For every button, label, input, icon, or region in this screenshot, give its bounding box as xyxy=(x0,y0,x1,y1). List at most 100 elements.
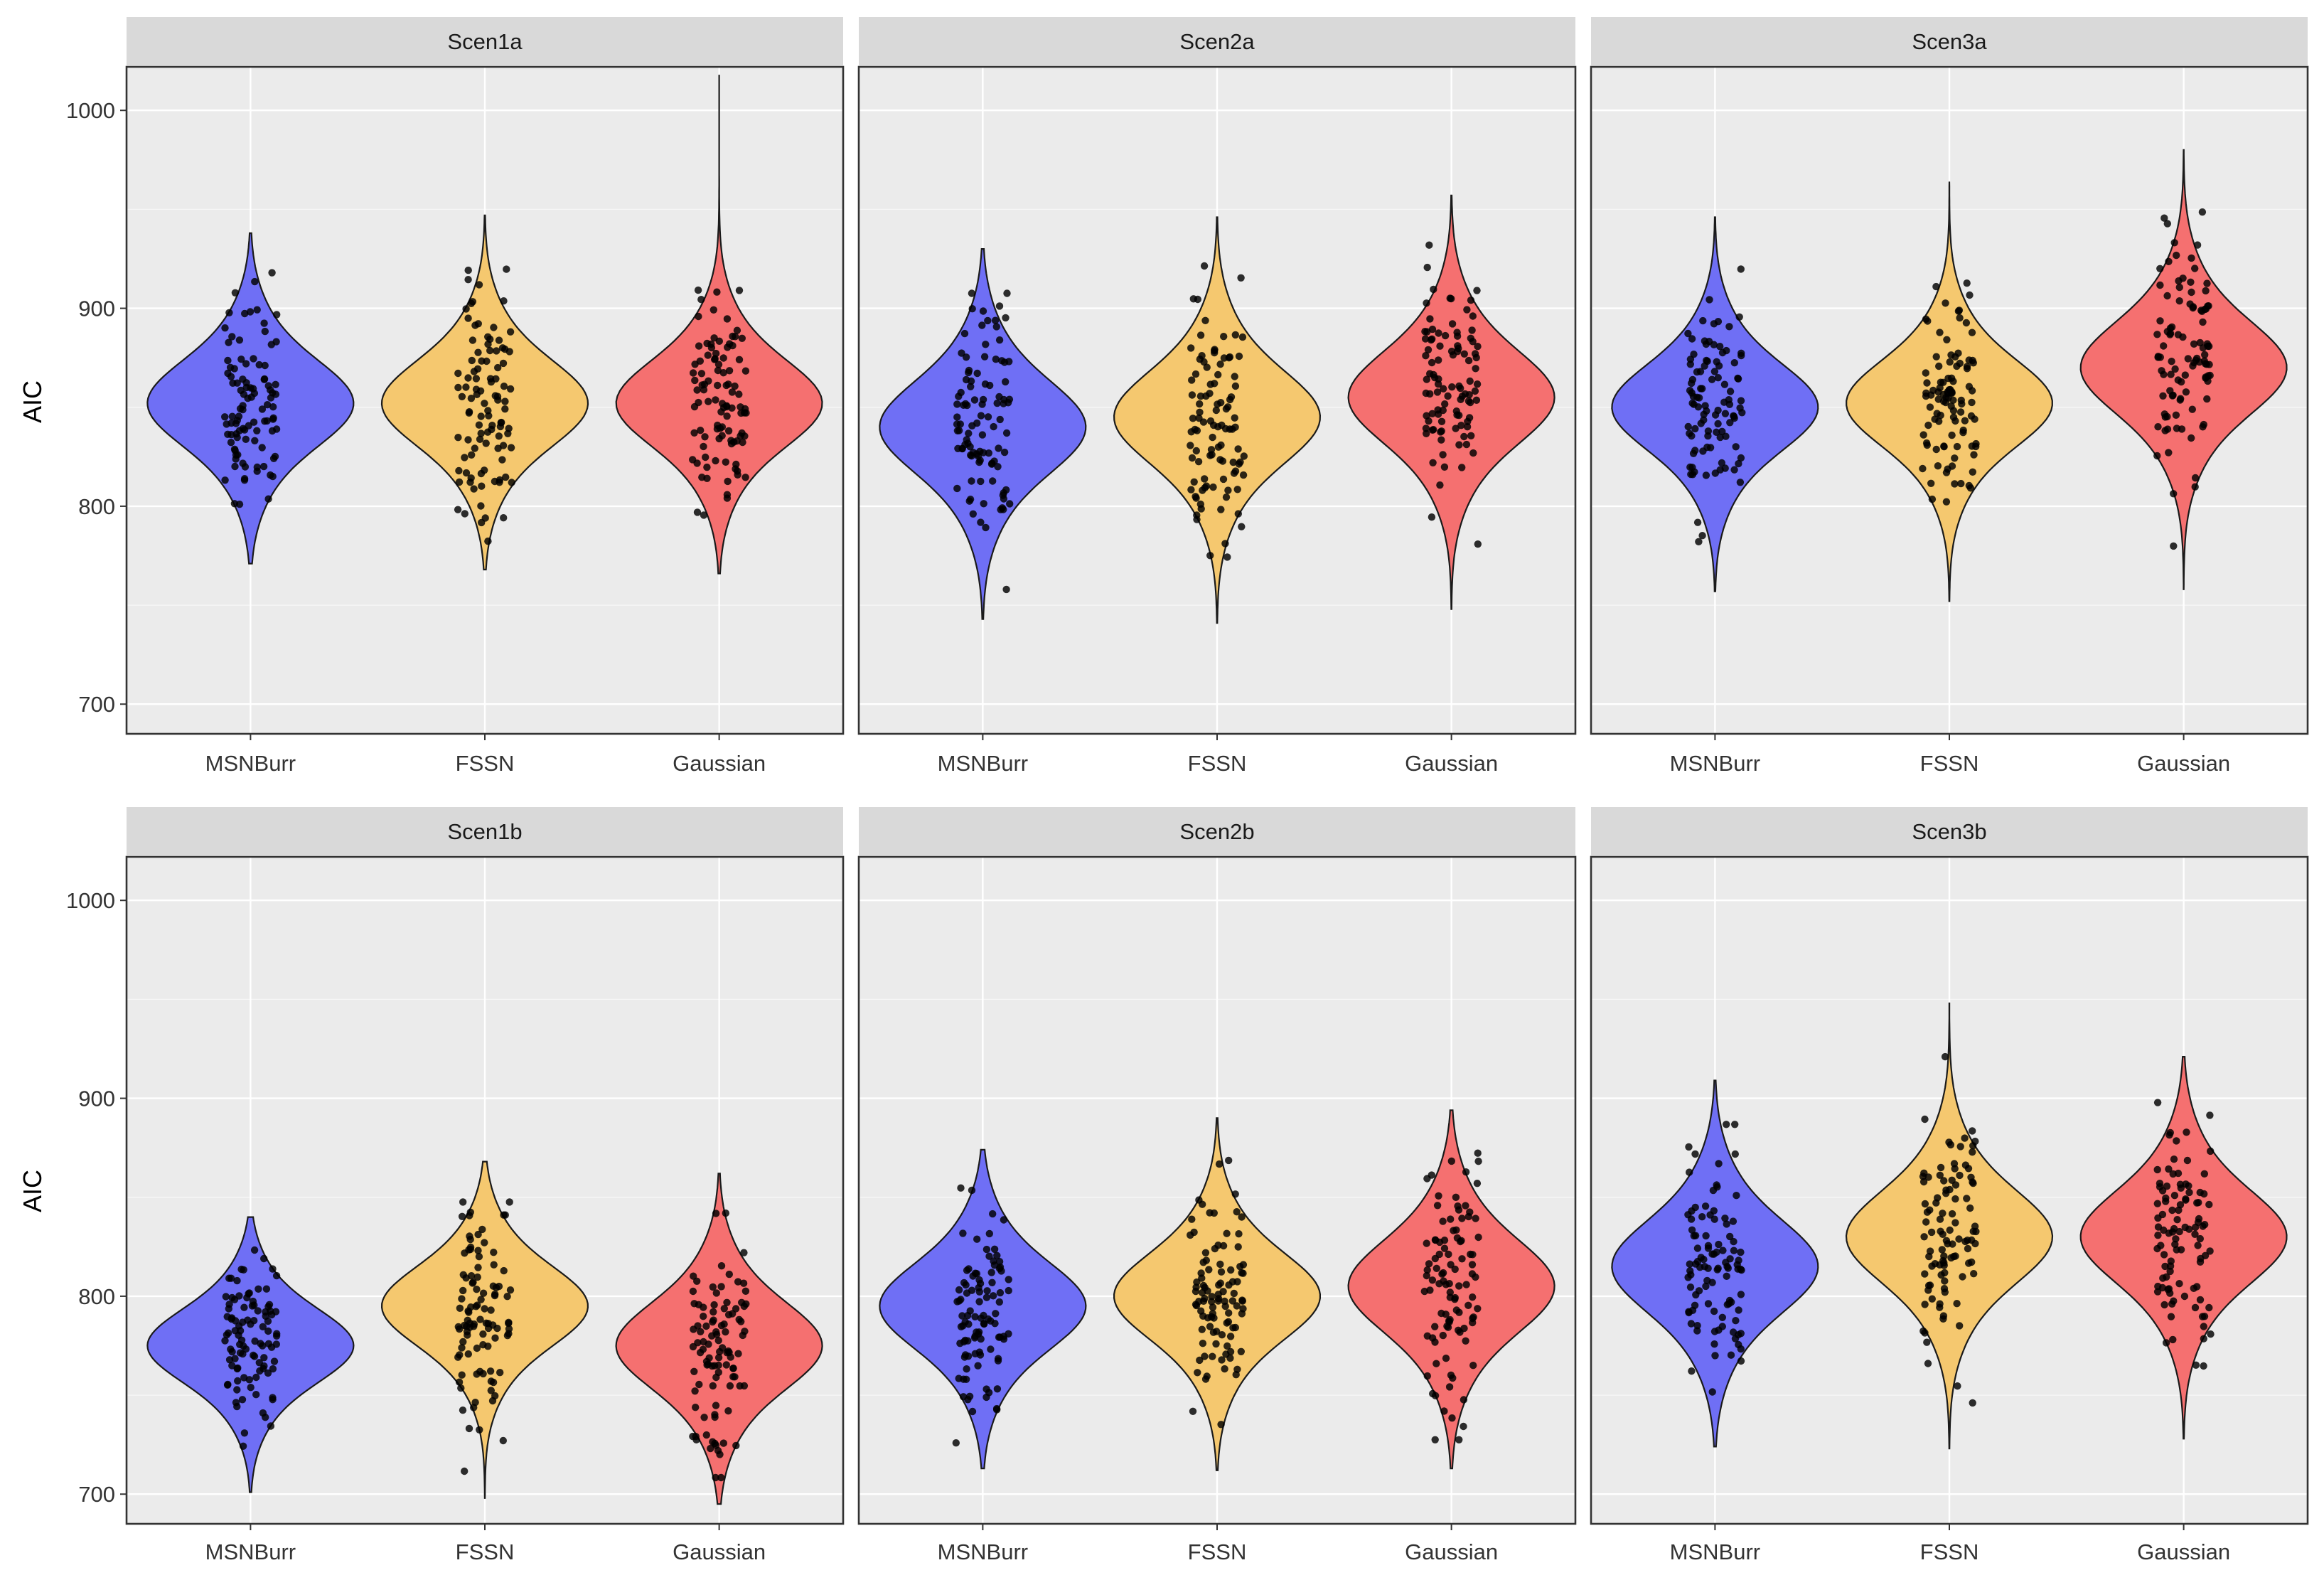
data-point xyxy=(965,1320,973,1328)
data-point xyxy=(1732,443,1740,451)
data-point xyxy=(1233,1278,1241,1286)
data-point xyxy=(966,443,974,451)
data-point xyxy=(269,472,277,481)
data-point xyxy=(1201,1375,1210,1383)
data-point xyxy=(1231,373,1238,380)
data-point xyxy=(1192,493,1199,501)
data-point xyxy=(1469,1293,1477,1301)
data-point xyxy=(2176,1180,2185,1188)
data-point xyxy=(2192,1361,2200,1370)
data-point xyxy=(251,277,259,286)
data-point xyxy=(1923,1338,1931,1346)
data-point xyxy=(269,1365,277,1373)
data-point xyxy=(1932,445,1940,454)
data-point xyxy=(1221,1297,1228,1306)
data-point xyxy=(1715,1160,1723,1168)
facet-strip-label: Scen1b xyxy=(447,819,522,844)
data-point xyxy=(1691,1301,1699,1310)
data-point xyxy=(1217,506,1225,513)
data-point xyxy=(1236,1263,1244,1271)
data-point xyxy=(953,420,961,428)
data-point xyxy=(1972,1227,1980,1236)
data-point xyxy=(1447,1215,1455,1223)
data-point xyxy=(1737,454,1745,462)
data-point xyxy=(1963,1195,1971,1202)
data-point xyxy=(1214,400,1221,408)
data-point xyxy=(733,326,741,334)
data-point xyxy=(717,408,725,416)
data-point xyxy=(2168,1300,2176,1308)
data-point xyxy=(690,1367,698,1376)
data-point xyxy=(958,444,966,453)
data-point xyxy=(2153,1288,2162,1296)
y-tick-label: 900 xyxy=(78,297,115,321)
data-point xyxy=(1446,1293,1455,1301)
data-point xyxy=(1948,1176,1956,1185)
data-point xyxy=(993,1385,1002,1393)
data-point xyxy=(2170,1155,2178,1163)
data-point xyxy=(1229,458,1237,466)
data-point xyxy=(1199,486,1206,494)
data-point xyxy=(2196,338,2204,347)
data-point xyxy=(249,385,257,393)
data-point xyxy=(1926,1206,1934,1214)
x-tick-label: Gaussian xyxy=(673,751,766,776)
data-point xyxy=(503,265,510,273)
data-point xyxy=(1462,440,1471,449)
data-point xyxy=(232,451,240,459)
data-point xyxy=(264,1317,272,1325)
data-point xyxy=(990,1261,999,1269)
data-point xyxy=(1231,331,1240,339)
data-point xyxy=(459,1198,467,1206)
data-point xyxy=(735,1315,743,1324)
data-point xyxy=(2195,1215,2203,1223)
data-point xyxy=(1706,444,1715,452)
data-point xyxy=(246,308,255,316)
data-point xyxy=(1238,1296,1246,1304)
data-point xyxy=(697,1328,705,1336)
data-point xyxy=(1188,391,1196,399)
data-point xyxy=(458,1212,466,1221)
data-point xyxy=(1439,1331,1447,1340)
violin-msnburr xyxy=(879,1148,1087,1470)
data-point xyxy=(1239,1305,1247,1313)
data-point xyxy=(731,382,739,390)
data-point xyxy=(221,476,229,484)
x-tick-label: FSSN xyxy=(1188,1539,1247,1564)
data-point xyxy=(1710,1328,1719,1335)
data-point xyxy=(1472,365,1479,373)
data-point xyxy=(700,511,708,519)
data-point xyxy=(454,434,462,442)
data-point xyxy=(224,1380,232,1389)
data-point xyxy=(1697,420,1705,427)
data-point xyxy=(1691,1203,1699,1212)
data-point xyxy=(1964,1244,1972,1253)
data-point xyxy=(242,360,250,368)
data-point xyxy=(1214,1297,1222,1305)
data-point xyxy=(959,1393,968,1401)
data-point xyxy=(235,336,244,344)
data-point xyxy=(965,497,973,505)
data-point xyxy=(1224,486,1232,494)
data-point xyxy=(985,1252,993,1260)
data-point xyxy=(1946,1185,1954,1194)
data-point xyxy=(495,432,503,440)
data-point xyxy=(243,1293,251,1302)
data-point xyxy=(973,1270,981,1278)
data-point xyxy=(1726,1255,1734,1263)
data-point xyxy=(1698,532,1706,540)
data-point xyxy=(713,425,722,433)
data-point xyxy=(2153,1165,2161,1174)
data-point xyxy=(2167,1257,2175,1265)
data-point xyxy=(2156,265,2164,272)
data-point xyxy=(725,1348,733,1357)
data-point xyxy=(455,1378,464,1386)
violin-fssn xyxy=(380,214,589,571)
data-point xyxy=(259,462,268,471)
data-point xyxy=(477,412,485,420)
data-point xyxy=(1209,1303,1217,1311)
data-point xyxy=(261,327,269,336)
data-point xyxy=(1233,1302,1241,1310)
data-point xyxy=(2158,1187,2167,1195)
data-point xyxy=(1948,1210,1956,1218)
